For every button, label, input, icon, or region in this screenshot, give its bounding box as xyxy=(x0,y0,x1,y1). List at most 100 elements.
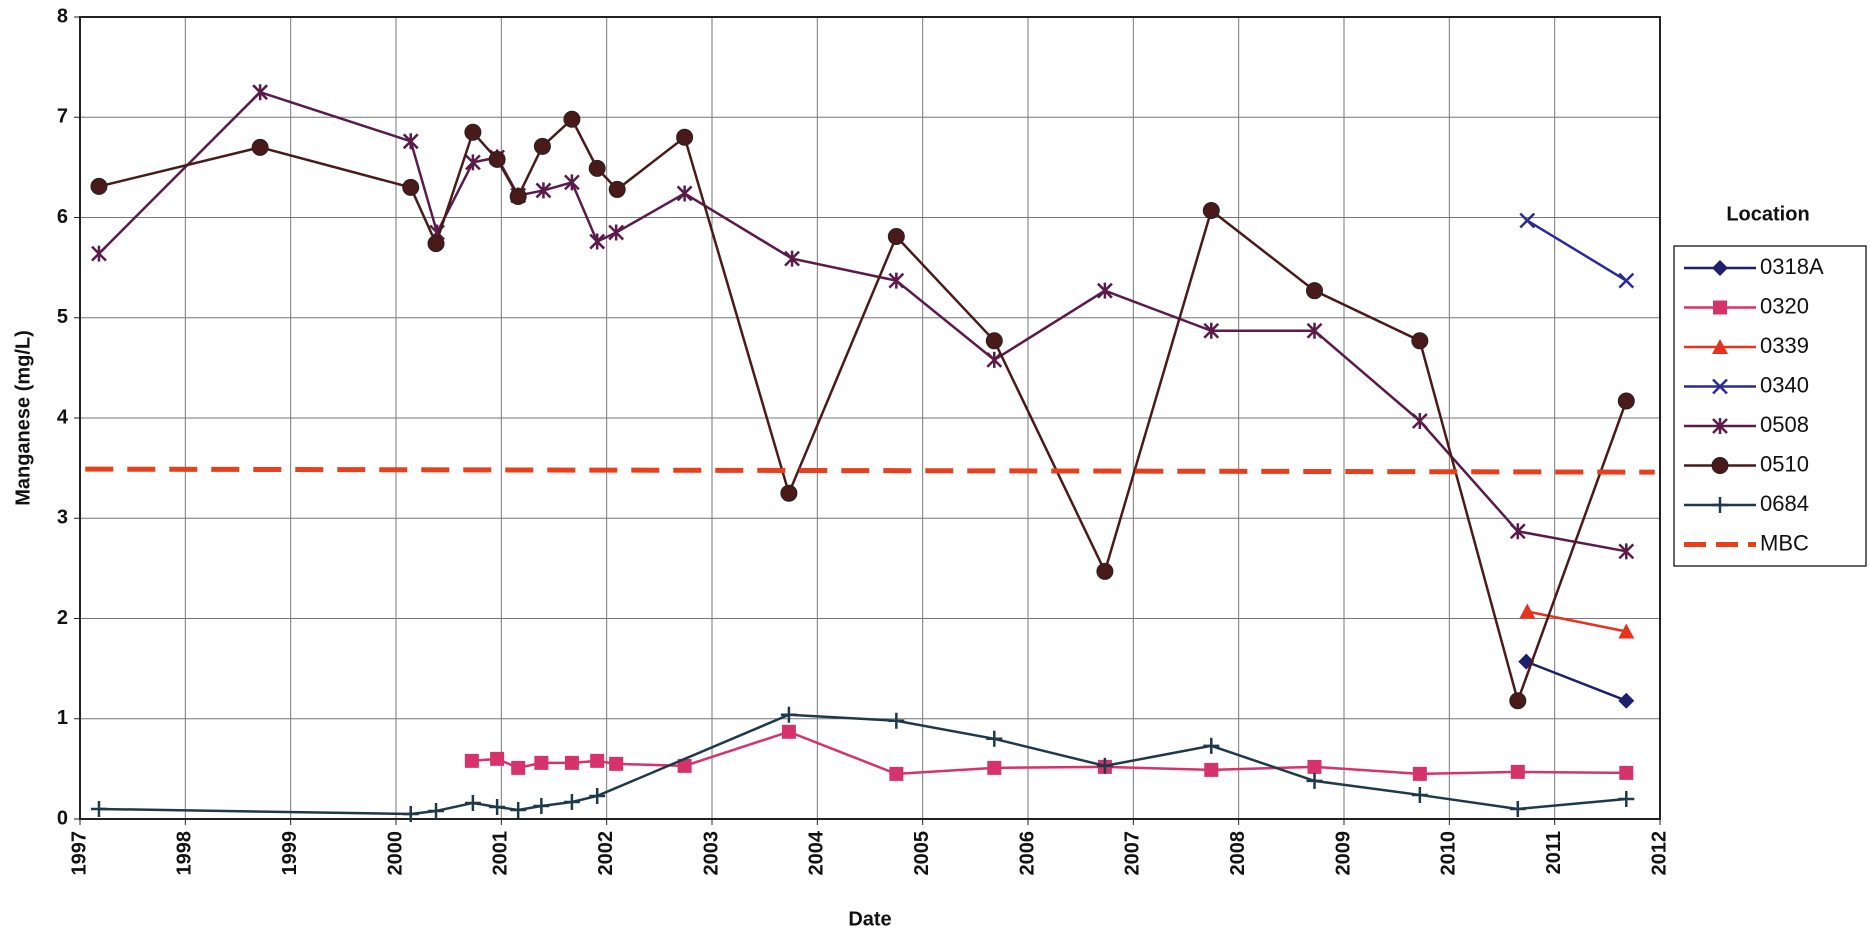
marker xyxy=(589,787,606,804)
marker xyxy=(535,182,552,199)
y-tick-label: 2 xyxy=(57,607,68,629)
marker xyxy=(609,756,624,771)
marker xyxy=(402,805,419,822)
x-tick-label: 2005 xyxy=(911,831,933,876)
y-tick-label: 5 xyxy=(57,306,68,328)
marker xyxy=(402,178,420,196)
legend-label: 0339 xyxy=(1760,333,1809,358)
marker xyxy=(533,797,550,814)
marker xyxy=(1411,786,1428,803)
marker xyxy=(1306,772,1323,789)
marker xyxy=(986,730,1003,747)
x-tick-label: 1997 xyxy=(68,831,90,876)
marker xyxy=(564,174,580,191)
marker xyxy=(1713,300,1727,315)
marker xyxy=(608,224,625,241)
legend-label: 0318A xyxy=(1760,254,1824,279)
marker xyxy=(564,755,579,770)
marker xyxy=(1712,339,1728,354)
plot-frame xyxy=(79,16,1661,820)
legend-label: 0320 xyxy=(1760,293,1809,318)
legend-label: 0508 xyxy=(1760,412,1809,437)
marker xyxy=(888,272,905,289)
marker xyxy=(781,724,796,739)
x-tick-label: 2004 xyxy=(806,830,828,875)
marker xyxy=(780,484,798,502)
series-line xyxy=(98,713,1627,816)
series-line xyxy=(1525,660,1627,702)
marker xyxy=(534,755,549,770)
marker xyxy=(510,801,527,818)
marker xyxy=(784,250,800,267)
x-tick-label: 2008 xyxy=(1227,831,1249,876)
marker xyxy=(1712,260,1728,276)
legend: 0318A 0320 0339 0340 0508 0510 0684 MBC xyxy=(1684,254,1824,555)
y-tick-label: 8 xyxy=(57,5,68,27)
marker xyxy=(509,187,527,205)
marker xyxy=(464,753,479,768)
marker xyxy=(402,133,419,150)
marker xyxy=(563,793,580,810)
marker xyxy=(251,138,269,156)
y-tick-label: 4 xyxy=(57,406,69,428)
legend-label: 0684 xyxy=(1760,491,1809,516)
marker xyxy=(590,753,605,768)
marker xyxy=(1096,562,1114,580)
x-tick-label: 1999 xyxy=(279,831,301,876)
legend-label: MBC xyxy=(1760,530,1809,555)
marker xyxy=(1711,457,1729,474)
marker xyxy=(1306,282,1324,300)
marker xyxy=(1519,212,1536,229)
x-tick-label: 2002 xyxy=(595,831,617,876)
y-tick-label: 1 xyxy=(57,707,68,729)
marker xyxy=(1412,766,1427,781)
marker xyxy=(888,712,905,729)
marker xyxy=(1619,765,1634,780)
legend-label: 0340 xyxy=(1760,372,1809,397)
marker xyxy=(588,159,606,177)
marker xyxy=(677,758,692,773)
marker xyxy=(1712,418,1728,434)
y-tick-label: 0 xyxy=(57,807,68,829)
x-tick-label: 2001 xyxy=(490,831,512,876)
marker xyxy=(90,800,107,817)
marker xyxy=(90,177,108,195)
marker xyxy=(1411,413,1428,430)
x-tick-label: 2010 xyxy=(1438,831,1460,876)
x-tick-label: 2009 xyxy=(1332,831,1354,876)
marker xyxy=(490,751,505,766)
series-line xyxy=(1527,610,1627,633)
legend-label: 0510 xyxy=(1760,451,1809,476)
legend-title: Location xyxy=(1726,203,1809,225)
marker xyxy=(1509,800,1526,817)
marker xyxy=(533,137,551,155)
marker xyxy=(589,233,606,250)
marker xyxy=(676,185,693,202)
marker xyxy=(1712,497,1728,513)
marker xyxy=(1510,764,1525,779)
marker xyxy=(1509,523,1526,540)
marker xyxy=(1617,392,1635,410)
marker xyxy=(1618,790,1635,807)
marker xyxy=(1307,759,1322,774)
marker xyxy=(1618,692,1635,709)
marker xyxy=(1618,623,1635,639)
x-tick-label: 2000 xyxy=(384,831,406,876)
marker xyxy=(1203,322,1220,339)
marker xyxy=(1411,332,1429,350)
y-tick-label: 7 xyxy=(57,106,68,128)
marker xyxy=(1509,692,1527,710)
marker xyxy=(465,154,481,171)
reference-line xyxy=(85,466,1655,475)
marker xyxy=(780,706,797,723)
marker xyxy=(1096,757,1113,774)
marker xyxy=(985,332,1003,350)
marker xyxy=(428,802,445,819)
x-tick-label: 2011 xyxy=(1543,831,1565,874)
marker xyxy=(427,235,445,253)
marker xyxy=(1306,322,1323,339)
series-line xyxy=(1526,219,1627,282)
x-axis-label: Date xyxy=(848,908,891,930)
